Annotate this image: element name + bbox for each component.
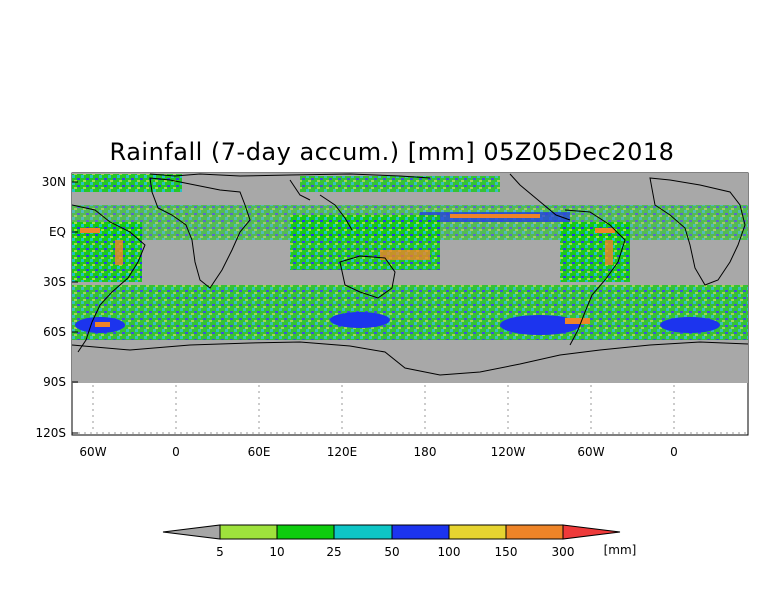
lat-label-90s: 90S bbox=[43, 375, 66, 389]
lon-label-60w-east: 60W bbox=[577, 445, 604, 459]
legend-swatch-50-100 bbox=[391, 524, 450, 540]
lat-label-30n: 30N bbox=[42, 175, 66, 189]
legend-swatch-25-50 bbox=[333, 524, 393, 540]
legend-label-50: 50 bbox=[384, 545, 399, 559]
coastlines bbox=[72, 173, 748, 376]
legend-label-25: 25 bbox=[326, 545, 341, 559]
lat-label-120s: 120S bbox=[35, 426, 66, 440]
axis-ticks bbox=[72, 181, 78, 434]
legend-swatch-150-300 bbox=[505, 524, 564, 540]
lon-label-0: 0 bbox=[172, 445, 180, 459]
lon-label-120w: 120W bbox=[491, 445, 526, 459]
lon-label-60w: 60W bbox=[79, 445, 106, 459]
legend-swatch-100-150 bbox=[448, 524, 507, 540]
legend-swatch-above-300 bbox=[562, 524, 621, 540]
lat-label-30s: 30S bbox=[43, 275, 66, 289]
legend-label-5: 5 bbox=[216, 545, 224, 559]
lon-label-0-east: 0 bbox=[670, 445, 678, 459]
lon-label-60e: 60E bbox=[248, 445, 271, 459]
color-legend: 5 10 25 50 100 150 300 [mm] bbox=[162, 524, 637, 559]
lat-label-60s: 60S bbox=[43, 325, 66, 339]
gray-background bbox=[72, 173, 748, 383]
lat-label-eq: EQ bbox=[49, 225, 66, 239]
legend-label-100: 100 bbox=[438, 545, 461, 559]
legend-label-300: 300 bbox=[552, 545, 575, 559]
legend-label-10: 10 bbox=[269, 545, 284, 559]
legend-unit: [mm] bbox=[604, 543, 637, 557]
legend-swatch-5-10 bbox=[219, 524, 278, 540]
lon-label-180: 180 bbox=[414, 445, 437, 459]
legend-label-150: 150 bbox=[495, 545, 518, 559]
grid-lines bbox=[72, 385, 748, 434]
rain-areas bbox=[72, 174, 748, 340]
map-title: Rainfall (7-day accum.) [mm] 05Z05Dec201… bbox=[109, 138, 675, 166]
lon-label-120e: 120E bbox=[327, 445, 358, 459]
legend-swatch-10-25 bbox=[276, 524, 335, 540]
legend-swatch-below-5 bbox=[162, 524, 221, 540]
